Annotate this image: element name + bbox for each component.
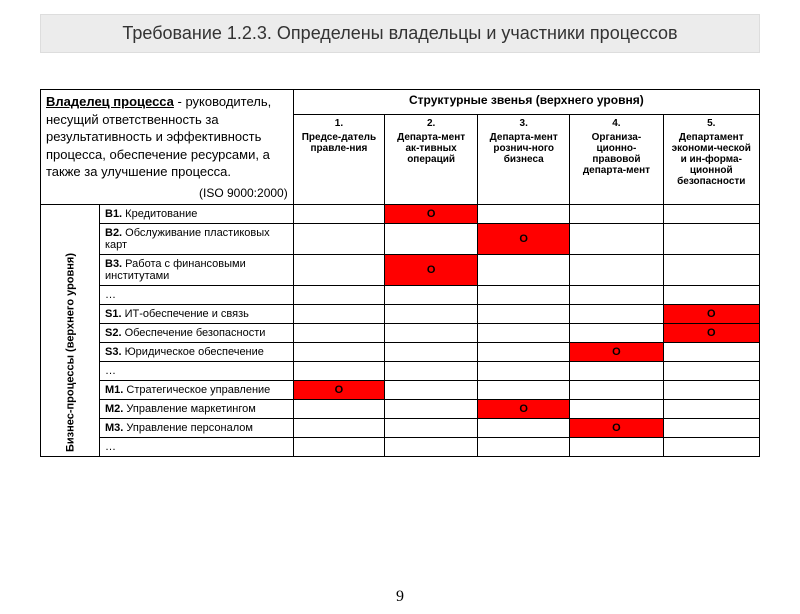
empty-cell [570,304,663,323]
process-label-10: M3. Управление персоналом [100,418,294,437]
process-label-3: … [100,285,294,304]
mark-cell: O [570,342,663,361]
column-group-header: Структурные звенья (верхнего уровня) [293,90,759,115]
row-group-header: Бизнес-процессы (верхнего уровня) [41,204,100,456]
process-label-9: M2. Управление маркетингом [100,399,294,418]
empty-cell [570,223,663,254]
slide-title: Требование 1.2.3. Определены владельцы и… [40,14,760,53]
empty-cell [570,285,663,304]
empty-cell [478,323,570,342]
empty-cell [478,304,570,323]
process-label-6: S3. Юридическое обеспечение [100,342,294,361]
process-label-0: B1. Кредитование [100,204,294,223]
empty-cell [478,418,570,437]
empty-cell [663,418,759,437]
empty-cell [478,204,570,223]
empty-cell [570,361,663,380]
definition-cell: Владелец процесса - руководитель, несущи… [41,90,294,205]
column-header-3: 4.Организа-ционно-правовой департа-мент [570,114,663,204]
empty-cell [293,304,384,323]
empty-cell [478,342,570,361]
empty-cell [385,418,478,437]
empty-cell [663,204,759,223]
process-label-4: S1. ИТ-обеспечение и связь [100,304,294,323]
empty-cell [570,437,663,456]
empty-cell [663,437,759,456]
empty-cell [663,254,759,285]
empty-cell [293,342,384,361]
empty-cell [385,223,478,254]
empty-cell [478,285,570,304]
empty-cell [663,223,759,254]
mark-cell: O [478,223,570,254]
process-label-2: B3. Работа с финансовыми институтами [100,254,294,285]
empty-cell [478,361,570,380]
empty-cell [385,380,478,399]
empty-cell [385,304,478,323]
empty-cell [293,399,384,418]
empty-cell [570,380,663,399]
column-header-1: 2.Департа-мент ак-тивных операций [385,114,478,204]
mark-cell: O [293,380,384,399]
empty-cell [478,254,570,285]
empty-cell [385,399,478,418]
empty-cell [478,380,570,399]
column-header-0: 1.Предсе-датель правле-ния [293,114,384,204]
column-header-4: 5.Департамент экономи-ческой и ин-форма-… [663,114,759,204]
mark-cell: O [663,323,759,342]
page-number: 9 [0,588,800,606]
empty-cell [293,323,384,342]
process-label-11: … [100,437,294,456]
empty-cell [385,285,478,304]
column-header-2: 3.Департа-мент рознич-ного бизнеса [478,114,570,204]
process-label-1: B2. Обслуживание пластиковых карт [100,223,294,254]
empty-cell [478,437,570,456]
empty-cell [570,254,663,285]
empty-cell [570,399,663,418]
empty-cell [570,204,663,223]
empty-cell [293,361,384,380]
mark-cell: O [478,399,570,418]
matrix-table-wrap: Владелец процесса - руководитель, несущи… [40,89,760,457]
empty-cell [570,323,663,342]
empty-cell [385,437,478,456]
process-label-5: S2. Обеспечение безопасности [100,323,294,342]
empty-cell [385,342,478,361]
process-label-7: … [100,361,294,380]
empty-cell [293,223,384,254]
empty-cell [663,380,759,399]
empty-cell [293,418,384,437]
matrix-table: Владелец процесса - руководитель, несущи… [40,89,760,457]
empty-cell [385,361,478,380]
mark-cell: O [663,304,759,323]
process-label-8: M1. Стратегическое управление [100,380,294,399]
empty-cell [385,323,478,342]
mark-cell: O [385,204,478,223]
empty-cell [663,399,759,418]
empty-cell [663,361,759,380]
empty-cell [293,285,384,304]
mark-cell: O [385,254,478,285]
empty-cell [293,254,384,285]
empty-cell [663,285,759,304]
empty-cell [293,437,384,456]
empty-cell [293,204,384,223]
empty-cell [663,342,759,361]
mark-cell: O [570,418,663,437]
